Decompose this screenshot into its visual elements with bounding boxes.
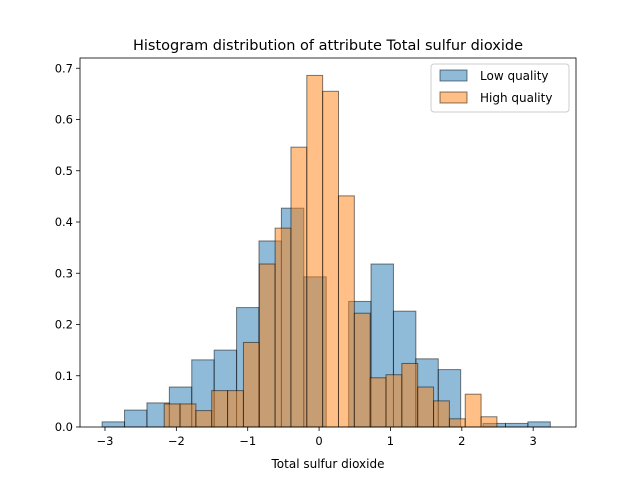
high-quality-bar — [337, 195, 355, 428]
x-tick-label: 1 — [387, 434, 394, 448]
axes-layer: −3 −2 −1 0 1 2 3 0.0 0.1 0.2 0.3 0.4 0.5 0.6 0.7 — [55, 57, 577, 448]
high-quality-bar — [306, 74, 324, 428]
high-quality-bar — [211, 390, 229, 428]
low-quality-legend-swatch — [439, 69, 468, 82]
y-tick-label: 0.4 — [55, 215, 73, 229]
high-quality-bar — [480, 416, 498, 428]
high-quality-bar — [433, 400, 450, 428]
x-axis-label: Total sulfur dioxide — [271, 457, 385, 471]
y-tick-label: 0.5 — [55, 164, 73, 178]
low-quality-bar — [124, 409, 148, 428]
high-quality-bar — [401, 362, 419, 428]
y-tick-label: 0.3 — [55, 266, 73, 280]
high-quality-bar — [258, 263, 276, 428]
high-quality-legend-label: High quality — [480, 91, 552, 105]
high-quality-bar — [290, 146, 308, 428]
high-quality-bar — [242, 341, 260, 428]
y-tick-label: 0.7 — [55, 61, 73, 75]
high-quality-bar — [322, 90, 339, 428]
high-quality-bar — [163, 403, 181, 428]
low-quality-bar — [527, 421, 551, 428]
bars-layer — [101, 74, 551, 428]
y-tick-label: 0.2 — [55, 318, 73, 332]
y-tick-label: 0.0 — [55, 420, 73, 434]
high-quality-bar — [385, 374, 403, 428]
high-quality-bar — [417, 386, 435, 428]
high-quality-bar — [195, 410, 213, 428]
high-quality-bar — [179, 403, 197, 428]
x-tick-label: 0 — [315, 434, 322, 448]
x-tick-label: 2 — [458, 434, 465, 448]
high-quality-bar — [353, 312, 371, 428]
high-quality-legend-swatch — [439, 91, 468, 104]
plot-frame — [79, 57, 577, 428]
chart-title: Histogram distribution of attribute Tota… — [133, 38, 523, 54]
x-tick-label: −3 — [97, 434, 114, 448]
high-quality-bar — [448, 418, 466, 428]
legend: Low quality High quality — [430, 63, 570, 113]
x-tick-label: −2 — [168, 434, 185, 448]
high-quality-bar — [227, 390, 244, 428]
high-quality-bar — [464, 393, 482, 428]
y-tick-label: 0.1 — [55, 369, 73, 383]
high-quality-bar — [369, 377, 387, 428]
low-quality-legend-label: Low quality — [480, 69, 549, 83]
low-quality-bar — [504, 422, 529, 428]
low-quality-bar — [101, 421, 126, 428]
x-tick-label: −1 — [239, 434, 256, 448]
y-tick-label: 0.6 — [55, 113, 73, 127]
high-quality-bar — [274, 227, 292, 428]
x-tick-label: 3 — [530, 434, 537, 448]
